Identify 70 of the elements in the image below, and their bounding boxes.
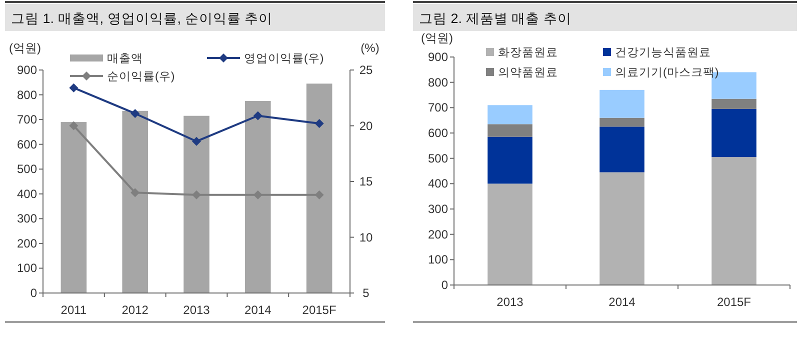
- point: [130, 108, 140, 118]
- point: [69, 83, 78, 92]
- legend-label: 의료기기(마스크팩): [615, 67, 719, 79]
- bar: [488, 184, 532, 285]
- bar: [245, 100, 271, 293]
- y-tick-label: 300: [16, 212, 38, 226]
- point: [192, 190, 201, 200]
- y-tick-label: 200: [16, 236, 38, 250]
- y2-tick-label: 5: [362, 286, 370, 300]
- x-tick-label: 2013: [183, 303, 210, 317]
- bar: [122, 110, 148, 293]
- y-tick-label: 0: [441, 278, 448, 292]
- legend-label: 매출액: [107, 52, 143, 65]
- y-axis-title: (억원): [9, 41, 41, 55]
- bar: [60, 122, 87, 293]
- y-tick-label: 500: [428, 151, 448, 166]
- y-tick-label: 500: [16, 162, 38, 176]
- bar: [712, 108, 756, 158]
- y2-tick-label: 15: [359, 174, 373, 188]
- x-tick-label: 2015F: [302, 303, 336, 317]
- point: [314, 119, 324, 128]
- y-tick-label: 0: [30, 286, 38, 300]
- bar: [712, 157, 756, 285]
- point: [314, 190, 324, 200]
- x-tick-label: 2011: [60, 303, 87, 317]
- y-axis-title: (억원): [421, 31, 453, 45]
- chart-title: 그림 1. 매출액, 영업이익률, 순이익률 추이: [11, 11, 273, 26]
- y-tick-label: 700: [16, 112, 38, 127]
- y-tick-label: 400: [16, 186, 38, 201]
- y-tick-label: 900: [16, 63, 38, 77]
- bar: [600, 126, 644, 172]
- bar: [600, 118, 644, 127]
- x-tick-label: 2014: [244, 303, 272, 317]
- y2-tick-label: 25: [359, 63, 373, 77]
- x-tick-label: 2012: [122, 303, 149, 317]
- y-tick-label: 300: [428, 202, 448, 216]
- bar: [600, 172, 644, 285]
- bar: [488, 136, 532, 184]
- point: [69, 121, 78, 130]
- y-tick-label: 800: [16, 88, 38, 102]
- point: [253, 111, 262, 120]
- y-tick-label: 900: [428, 50, 448, 64]
- bar: [600, 90, 644, 118]
- bar: [306, 84, 332, 293]
- y-tick-label: 600: [428, 126, 448, 140]
- legend-label: 영업이익률(우): [244, 53, 324, 65]
- point: [130, 188, 140, 198]
- x-tick-label: 2015F: [716, 295, 752, 309]
- y-tick-label: 100: [16, 261, 38, 276]
- y2-tick-label: 10: [359, 230, 373, 244]
- bar: [488, 105, 532, 124]
- point: [192, 136, 201, 146]
- bar: [184, 116, 210, 293]
- y-tick-label: 200: [428, 227, 448, 242]
- y-tick-label: 800: [428, 75, 448, 90]
- legend-label: 의약품원료: [498, 67, 558, 79]
- bar: [488, 124, 532, 137]
- y2-tick-label: 20: [359, 118, 373, 133]
- bar: [712, 98, 756, 109]
- x-tick-label: 2014: [608, 295, 636, 309]
- y-tick-label: 700: [428, 100, 448, 115]
- legend-label: 화장품원료: [498, 47, 558, 59]
- y2-axis-title: (%): [360, 41, 380, 55]
- y-tick-label: 600: [16, 137, 38, 152]
- x-tick-label: 2013: [496, 295, 524, 309]
- y-tick-label: 100: [428, 252, 448, 267]
- y-tick-label: 400: [428, 176, 448, 191]
- legend-label: 건강기능식품원료: [615, 47, 711, 59]
- legend-label: 순이익률(우): [107, 71, 175, 83]
- chart-title: 그림 2. 제품별 매출 추이: [419, 11, 572, 26]
